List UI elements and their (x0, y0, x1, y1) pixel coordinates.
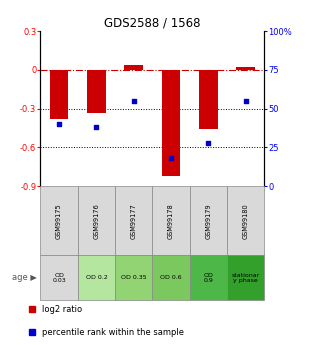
Bar (227, 186, 264, 255)
Point (57, 121, 62, 127)
Bar (199, 70, 218, 129)
Text: OD 0.2: OD 0.2 (86, 275, 107, 280)
Bar (190, 186, 227, 255)
Text: percentile rank within the sample: percentile rank within the sample (42, 328, 183, 337)
Bar (236, 67, 255, 70)
Text: GSM99180: GSM99180 (243, 203, 249, 239)
Bar (40, 186, 78, 255)
Text: GSM99177: GSM99177 (131, 203, 137, 239)
Bar (115, 255, 152, 300)
Bar (78, 255, 115, 300)
Text: OD
0.9: OD 0.9 (203, 273, 213, 283)
Bar (115, 186, 152, 255)
Text: stationar
y phase: stationar y phase (232, 273, 260, 283)
Bar (162, 70, 180, 176)
Text: GSM99178: GSM99178 (168, 203, 174, 239)
Bar (190, 255, 227, 300)
Title: GDS2588 / 1568: GDS2588 / 1568 (104, 17, 201, 30)
Bar (40, 255, 78, 300)
Bar (50, 70, 68, 119)
Text: GSM99179: GSM99179 (205, 203, 211, 239)
Point (131, 98, 136, 104)
Text: age ▶: age ▶ (12, 273, 37, 282)
Bar (152, 186, 190, 255)
Bar (124, 65, 143, 70)
Bar (152, 255, 190, 300)
Bar (227, 255, 264, 300)
Point (206, 140, 211, 146)
Text: OD
0.03: OD 0.03 (52, 273, 66, 283)
Point (94, 125, 99, 130)
Text: GSM99176: GSM99176 (93, 203, 100, 239)
Text: GSM99175: GSM99175 (56, 203, 62, 239)
Point (169, 156, 174, 161)
Bar (87, 70, 106, 112)
Text: log2 ratio: log2 ratio (42, 305, 82, 314)
Point (243, 98, 248, 104)
Text: OD 0.35: OD 0.35 (121, 275, 146, 280)
Text: OD 0.6: OD 0.6 (160, 275, 182, 280)
Bar (78, 186, 115, 255)
